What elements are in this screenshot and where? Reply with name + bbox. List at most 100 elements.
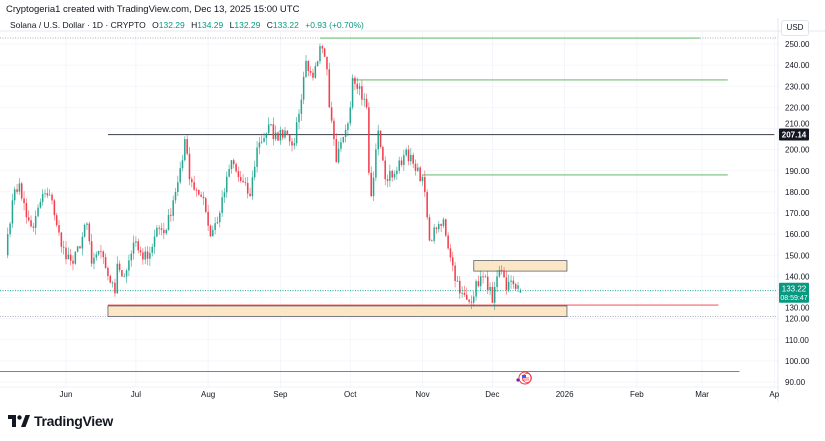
brand-name: TradingView <box>34 413 113 429</box>
candle-body <box>472 296 475 303</box>
price-tick-label: 210.00 <box>785 120 810 129</box>
candle-body <box>88 223 91 242</box>
candle-body <box>272 124 275 140</box>
price-tick-label: 250.00 <box>785 40 810 49</box>
candle-body <box>519 290 522 293</box>
candle-body <box>39 201 42 208</box>
candle-body <box>482 276 484 278</box>
candle-body <box>218 213 221 223</box>
candle-body <box>433 227 435 241</box>
candle-body <box>349 107 352 124</box>
candle-body <box>128 260 130 271</box>
candle-body <box>468 299 470 302</box>
open-value: 132.29 <box>158 20 185 30</box>
time-tick-label: Jun <box>60 390 73 399</box>
candle-body <box>11 200 14 224</box>
low-value: 132.29 <box>234 20 261 30</box>
candle-body <box>470 301 473 303</box>
candle-body <box>456 280 459 282</box>
candle-body <box>305 60 307 77</box>
candle-body <box>477 281 480 287</box>
candle-body <box>225 176 228 193</box>
candle-body <box>90 241 93 264</box>
candle-body <box>27 217 30 221</box>
support-resistance-zone[interactable] <box>473 260 568 272</box>
candle-body <box>440 224 442 226</box>
tradingview-logo-icon <box>8 415 30 427</box>
candle-body <box>496 276 498 288</box>
candle-body <box>41 193 44 202</box>
close-value: 133.22 <box>272 20 299 30</box>
line-price-label-bg <box>779 128 809 141</box>
candle-body <box>365 98 368 108</box>
price-tick-label: 100.00 <box>785 357 810 366</box>
candle-body <box>396 170 398 175</box>
time-axis[interactable]: Jun Jul Aug Sep Oct Nov Dec 2026 Feb Mar Ap <box>60 390 780 399</box>
candle-body <box>444 219 447 236</box>
candle-body <box>465 294 468 300</box>
candle-body <box>20 183 23 199</box>
candles <box>6 43 522 311</box>
support-resistance-zone[interactable] <box>107 305 568 317</box>
candle-body <box>111 282 114 284</box>
candle-body <box>81 236 84 249</box>
price-tick-label: 190.00 <box>785 167 810 176</box>
candle-body <box>151 246 154 253</box>
candle-body <box>51 194 53 201</box>
candle-body <box>347 123 349 130</box>
candle-body <box>230 160 233 170</box>
candle-body <box>193 182 195 190</box>
candle-body <box>288 134 291 142</box>
price-tick-label: 240.00 <box>785 61 810 70</box>
candle-body <box>447 235 449 249</box>
candle-body <box>200 194 202 197</box>
time-tick-label: Nov <box>415 390 429 399</box>
candle-body <box>344 129 347 137</box>
currency-button[interactable]: USD <box>781 20 809 36</box>
candle-body <box>493 287 496 303</box>
candle-body <box>340 142 342 149</box>
candle-body <box>256 147 258 167</box>
candle-body <box>265 133 268 139</box>
price-axis[interactable]: 250.00 240.00 230.00 220.00 210.00 200.00 190.… <box>785 40 810 387</box>
candle-body <box>205 198 207 212</box>
candle-body <box>97 251 100 255</box>
event-flag-icon[interactable] <box>516 371 532 385</box>
candle-body <box>435 227 438 230</box>
candle-body <box>79 246 81 249</box>
low-label: L <box>229 20 235 30</box>
candle-body <box>377 130 380 150</box>
candle-body <box>125 270 128 277</box>
time-tick-label: Sep <box>273 390 288 399</box>
candle-body <box>198 189 200 195</box>
price-tick-label: 90.00 <box>785 378 806 387</box>
drawings[interactable] <box>0 37 778 372</box>
candle-body <box>454 265 456 281</box>
candle-body <box>321 46 324 49</box>
change-value: +0.93 (+0.70%) <box>305 20 364 30</box>
candle-body <box>307 60 310 72</box>
candle-body <box>102 251 105 258</box>
candle-body <box>510 280 512 282</box>
symbol-legend[interactable]: Solana / U.S. Dollar · 1D · CRYPTO O132.… <box>10 20 364 30</box>
candle-body <box>232 160 235 165</box>
candle-body <box>72 260 74 264</box>
candle-body <box>32 226 35 228</box>
tradingview-logo[interactable]: TradingView <box>8 413 113 429</box>
candle-body <box>419 167 421 182</box>
candle-body <box>451 257 454 266</box>
candle-body <box>410 154 412 162</box>
candle-body <box>267 124 270 134</box>
candle-body <box>333 120 335 140</box>
candle-body <box>286 130 289 135</box>
candle-body <box>67 254 70 260</box>
candle-body <box>417 167 419 171</box>
candle-body <box>83 224 86 237</box>
candle-body <box>302 76 305 100</box>
candle-body <box>361 86 363 100</box>
candle-body <box>356 83 359 89</box>
candle-body <box>300 99 303 114</box>
candle-body <box>312 72 314 78</box>
